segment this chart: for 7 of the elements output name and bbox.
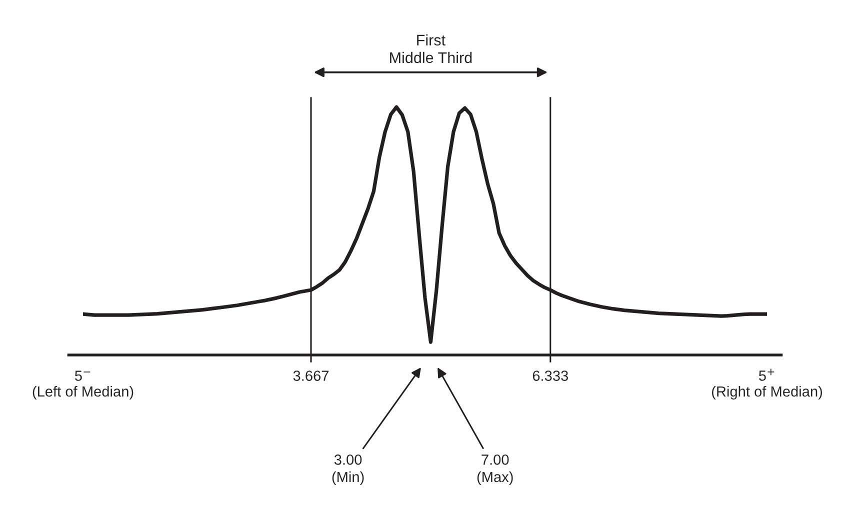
x-tick-label: 6.333 <box>532 370 568 381</box>
category-label: 5$^{−}$ (Left of Median) <box>32 370 134 400</box>
text: 7.00 (Max) <box>477 454 513 486</box>
x-tick-label: 5$^{+}$ (Right of Median) <box>712 368 822 400</box>
text: 3.00 (Min) <box>332 454 364 486</box>
x-tick-label: 3.667 <box>293 370 329 381</box>
text: First Middle Third <box>390 34 472 64</box>
